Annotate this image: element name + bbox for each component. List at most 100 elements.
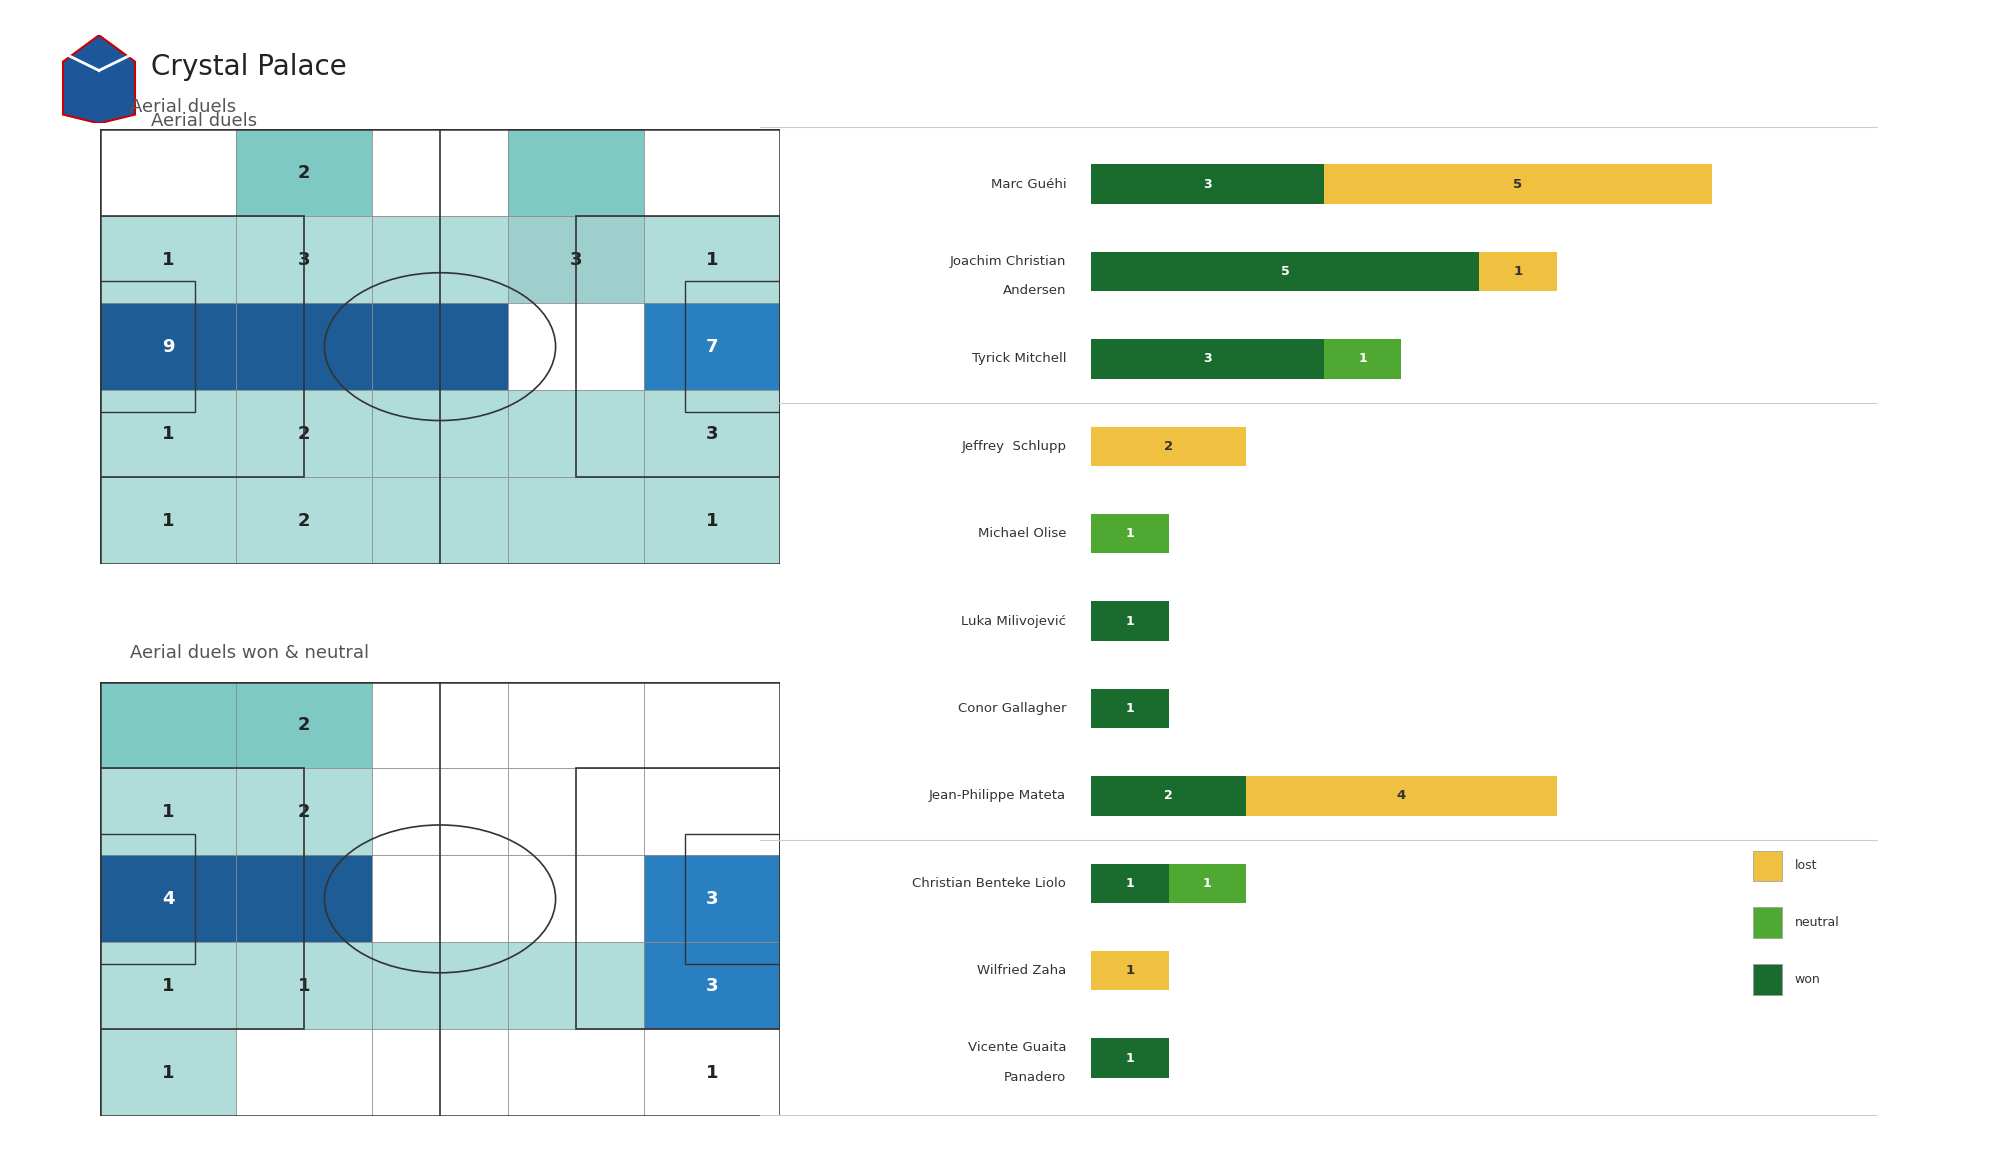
Text: Aerial duels won & neutral: Aerial duels won & neutral [130, 644, 370, 662]
Bar [508, 216, 644, 303]
Bar [372, 477, 508, 564]
Text: 2: 2 [298, 163, 310, 182]
Bar [236, 682, 372, 768]
Bar [644, 390, 780, 477]
Text: 1: 1 [162, 1063, 174, 1082]
Text: 1: 1 [1204, 877, 1212, 889]
Bar [1092, 1039, 1168, 1077]
Bar [100, 216, 304, 477]
Text: Aerial duels: Aerial duels [152, 112, 258, 129]
Bar [372, 303, 508, 390]
Text: 1: 1 [706, 250, 718, 269]
Text: 1: 1 [1358, 352, 1366, 365]
Bar [644, 942, 780, 1029]
Text: 3: 3 [1204, 352, 1212, 365]
Text: 2: 2 [298, 803, 310, 821]
Bar [508, 942, 644, 1029]
Text: 4: 4 [1396, 790, 1406, 803]
Bar [236, 942, 372, 1029]
Bar [100, 834, 196, 964]
Bar [576, 768, 780, 1029]
Bar [372, 216, 508, 303]
Text: 1: 1 [1126, 1052, 1134, 1065]
Text: Tyrick Mitchell: Tyrick Mitchell [972, 352, 1066, 365]
Bar [236, 390, 372, 477]
Text: 2: 2 [298, 424, 310, 443]
Bar [684, 834, 780, 964]
Text: 3: 3 [1204, 177, 1212, 190]
Bar [1092, 513, 1168, 553]
Bar [1478, 251, 1556, 291]
Text: 9: 9 [162, 337, 174, 356]
Bar [372, 1029, 508, 1116]
Bar [236, 477, 372, 564]
Text: 3: 3 [706, 976, 718, 995]
Text: neutral: neutral [1794, 916, 1840, 929]
Text: 5: 5 [1514, 177, 1522, 190]
Bar [236, 129, 372, 216]
Bar [372, 855, 508, 942]
Bar [100, 768, 236, 855]
Bar [100, 390, 236, 477]
Text: 1: 1 [706, 511, 718, 530]
Text: lost: lost [1794, 859, 1816, 872]
Bar [236, 216, 372, 303]
Bar [1246, 777, 1556, 815]
Bar [1092, 777, 1246, 815]
Bar [1754, 851, 1782, 881]
Bar [100, 477, 236, 564]
Bar [508, 682, 644, 768]
Text: 1: 1 [1126, 701, 1134, 716]
Text: Wilfried Zaha: Wilfried Zaha [976, 965, 1066, 978]
Text: 1: 1 [162, 511, 174, 530]
Bar [236, 1029, 372, 1116]
Bar [1092, 689, 1168, 728]
Bar [1092, 427, 1246, 466]
Bar [100, 942, 236, 1029]
Bar [236, 768, 372, 855]
Bar [100, 281, 196, 412]
Text: 1: 1 [1126, 528, 1134, 540]
Text: 2: 2 [298, 511, 310, 530]
Text: 1: 1 [298, 976, 310, 995]
Text: Jean-Philippe Mateta: Jean-Philippe Mateta [930, 790, 1066, 803]
Bar [644, 682, 780, 768]
Bar [372, 768, 508, 855]
Bar [372, 682, 508, 768]
Text: Crystal Palace: Crystal Palace [152, 53, 346, 81]
Text: 2: 2 [1164, 790, 1172, 803]
Bar [508, 390, 644, 477]
Bar [1168, 864, 1246, 902]
Text: Joachim Christian: Joachim Christian [950, 255, 1066, 268]
Bar [100, 768, 304, 1029]
Text: Aerial duels: Aerial duels [130, 98, 236, 115]
Bar [1092, 165, 1324, 203]
Bar [100, 303, 236, 390]
Bar [644, 303, 780, 390]
Text: 1: 1 [1126, 965, 1134, 978]
Text: won: won [1794, 973, 1820, 986]
Text: Panadero: Panadero [1004, 1070, 1066, 1083]
Bar [1754, 965, 1782, 995]
Bar [372, 390, 508, 477]
Text: 1: 1 [162, 976, 174, 995]
Text: 1: 1 [1514, 266, 1522, 278]
Bar [100, 216, 236, 303]
Text: Andersen: Andersen [1002, 284, 1066, 297]
Bar [100, 682, 236, 768]
Bar [1324, 165, 1712, 203]
Text: Michael Olise: Michael Olise [978, 528, 1066, 540]
Text: Luka Milivojević: Luka Milivojević [962, 615, 1066, 627]
Text: 1: 1 [162, 424, 174, 443]
Bar [1754, 907, 1782, 938]
Bar [236, 855, 372, 942]
Bar [1092, 251, 1478, 291]
Bar [644, 216, 780, 303]
Polygon shape [64, 35, 136, 123]
Bar [1092, 951, 1168, 991]
Bar [684, 281, 780, 412]
Text: 7: 7 [706, 337, 718, 356]
Text: 4: 4 [162, 889, 174, 908]
Text: 3: 3 [706, 889, 718, 908]
Text: Jeffrey  Schlupp: Jeffrey Schlupp [962, 439, 1066, 452]
